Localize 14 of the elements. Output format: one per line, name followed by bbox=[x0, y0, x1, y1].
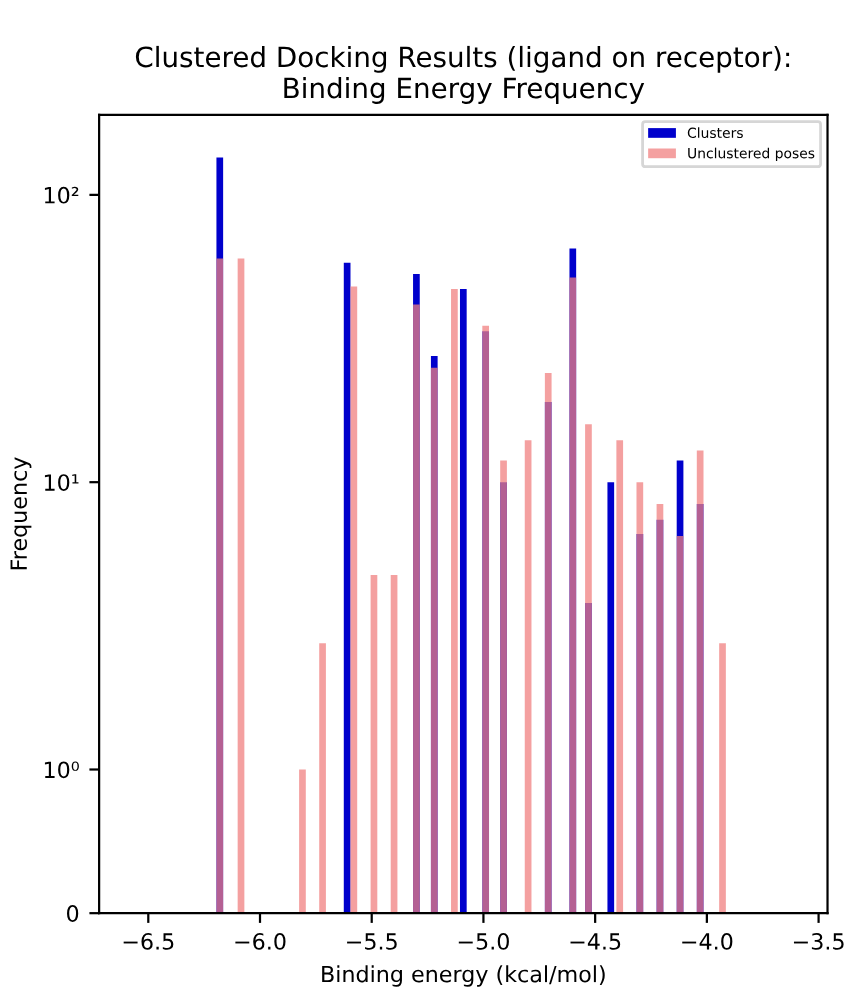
y-tick-label: 10⁰ bbox=[44, 761, 79, 779]
x-tick-label: −5.5 bbox=[347, 933, 397, 950]
y-tick-label: 10² bbox=[44, 186, 79, 204]
x-tick-label: −4.5 bbox=[570, 933, 621, 950]
x-tick-label: −6.0 bbox=[235, 933, 286, 950]
x-tick-label: −5.0 bbox=[458, 933, 509, 950]
x-axis-title: Binding energy (kcal/mol) bbox=[322, 965, 605, 987]
y-axis-title: Frequency bbox=[10, 457, 32, 570]
x-tick-label: −6.5 bbox=[123, 933, 174, 950]
x-tick-label: −4.0 bbox=[682, 933, 733, 950]
y-tick-label: 0 bbox=[67, 905, 79, 922]
chart-title: Clustered Docking Results (ligand on receptor): Binding Energy Frequency bbox=[135, 45, 790, 104]
y-tick-label: 10¹ bbox=[44, 474, 79, 491]
x-tick-label: −3.5 bbox=[793, 933, 844, 950]
